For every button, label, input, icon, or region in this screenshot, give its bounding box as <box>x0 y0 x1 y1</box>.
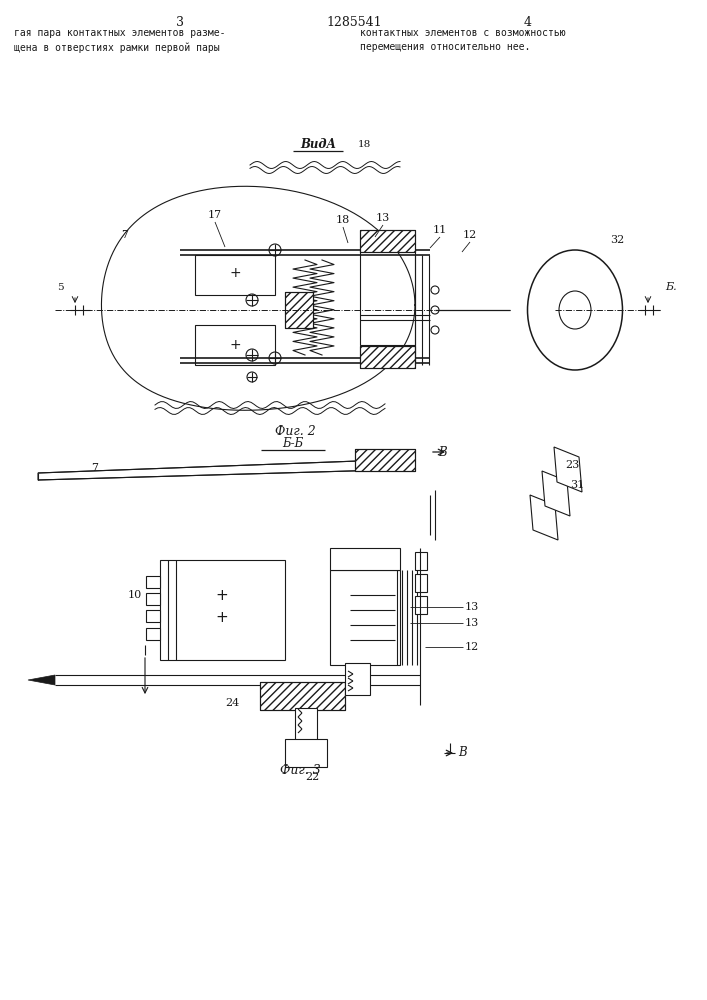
Bar <box>285 292 313 328</box>
Text: 10: 10 <box>128 590 142 600</box>
Text: 18: 18 <box>358 140 371 149</box>
Text: +: + <box>216 610 228 626</box>
Text: +: + <box>229 338 241 352</box>
Text: 13: 13 <box>376 213 390 223</box>
Text: Б-Б: Б-Б <box>282 437 303 450</box>
Bar <box>146 593 160 605</box>
Text: 3: 3 <box>176 16 184 29</box>
Text: 32: 32 <box>610 235 624 245</box>
Bar <box>360 250 415 345</box>
Bar <box>415 552 427 570</box>
Polygon shape <box>530 495 558 540</box>
Bar <box>415 596 427 614</box>
Text: 24: 24 <box>225 698 239 708</box>
Bar <box>355 449 415 471</box>
Text: 13: 13 <box>465 602 479 612</box>
Bar <box>360 230 415 252</box>
Bar <box>146 576 160 588</box>
Bar <box>146 628 160 640</box>
Bar <box>360 230 415 252</box>
Text: 4: 4 <box>524 16 532 29</box>
Polygon shape <box>554 447 582 492</box>
Text: 18: 18 <box>336 215 350 225</box>
Text: 13: 13 <box>465 618 479 628</box>
Polygon shape <box>542 471 570 516</box>
Polygon shape <box>28 675 55 685</box>
Text: +: + <box>229 266 241 280</box>
Bar <box>285 292 313 328</box>
Bar <box>330 570 400 665</box>
Text: 17: 17 <box>208 210 222 220</box>
Bar <box>160 560 285 660</box>
Text: +: + <box>216 587 228 602</box>
Text: 7: 7 <box>122 230 129 240</box>
Text: 23: 23 <box>565 460 579 470</box>
Text: 1285541: 1285541 <box>326 16 382 29</box>
Text: 12: 12 <box>465 642 479 652</box>
Bar <box>360 346 415 368</box>
Bar <box>330 548 400 570</box>
Text: 11: 11 <box>433 225 447 235</box>
Bar <box>260 682 345 710</box>
Text: 5: 5 <box>57 283 64 292</box>
Bar <box>146 610 160 622</box>
Text: гая пара контактных элементов разме-
щена в отверстиях рамки первой пары: гая пара контактных элементов разме- щен… <box>14 28 226 53</box>
Text: 22: 22 <box>305 772 319 782</box>
Bar <box>345 663 370 695</box>
Text: 12: 12 <box>463 230 477 240</box>
Text: контактных элементов с возможностью
перемещения относительно нее.: контактных элементов с возможностью пере… <box>360 28 566 52</box>
Polygon shape <box>38 460 385 480</box>
Text: 7: 7 <box>91 463 98 473</box>
Text: Б.: Б. <box>665 282 677 292</box>
Bar <box>295 708 317 740</box>
Text: ВидА: ВидА <box>300 138 336 151</box>
Bar <box>355 449 415 471</box>
Bar <box>285 739 327 767</box>
Bar <box>195 325 275 365</box>
Text: 31: 31 <box>570 480 584 490</box>
Text: Фиг. 3: Фиг. 3 <box>280 764 320 777</box>
Bar <box>360 346 415 368</box>
Bar <box>260 682 345 710</box>
Text: В: В <box>458 746 467 760</box>
Bar <box>415 574 427 592</box>
Bar <box>195 255 275 295</box>
Text: В: В <box>438 446 447 458</box>
Text: Фиг. 2: Фиг. 2 <box>274 425 315 438</box>
